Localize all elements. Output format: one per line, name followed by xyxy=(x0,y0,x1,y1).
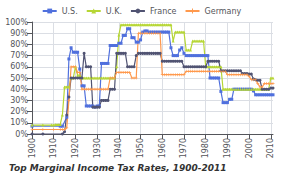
svg-text:1970: 1970 xyxy=(179,138,188,158)
svg-text:20%: 20% xyxy=(10,107,28,116)
svg-text:Germany: Germany xyxy=(205,7,242,16)
svg-text:1990: 1990 xyxy=(223,138,232,158)
svg-text:U.S.: U.S. xyxy=(62,7,78,16)
svg-text:90%: 90% xyxy=(10,29,28,38)
svg-text:Top Marginal Income Tax Rates,: Top Marginal Income Tax Rates, 1900-2011 xyxy=(9,163,227,173)
svg-text:1930: 1930 xyxy=(93,138,102,158)
svg-text:70%: 70% xyxy=(10,51,28,60)
svg-text:1950: 1950 xyxy=(136,138,145,158)
svg-text:1940: 1940 xyxy=(114,138,123,158)
svg-text:60%: 60% xyxy=(10,62,28,71)
svg-text:50%: 50% xyxy=(10,74,28,83)
svg-text:2010: 2010 xyxy=(266,138,275,158)
svg-text:30%: 30% xyxy=(10,96,28,105)
svg-text:100%: 100% xyxy=(5,18,28,27)
svg-text:2000: 2000 xyxy=(245,138,254,158)
svg-text:1900: 1900 xyxy=(28,138,37,158)
svg-text:10%: 10% xyxy=(10,118,28,127)
svg-text:France: France xyxy=(150,7,177,16)
svg-text:1910: 1910 xyxy=(49,138,58,158)
svg-text:0%: 0% xyxy=(15,130,28,139)
svg-text:1960: 1960 xyxy=(158,138,167,158)
svg-text:40%: 40% xyxy=(10,85,28,94)
svg-text:80%: 80% xyxy=(10,40,28,49)
svg-text:U.K.: U.K. xyxy=(106,7,122,16)
svg-text:1920: 1920 xyxy=(71,138,80,158)
svg-text:1980: 1980 xyxy=(201,138,210,158)
